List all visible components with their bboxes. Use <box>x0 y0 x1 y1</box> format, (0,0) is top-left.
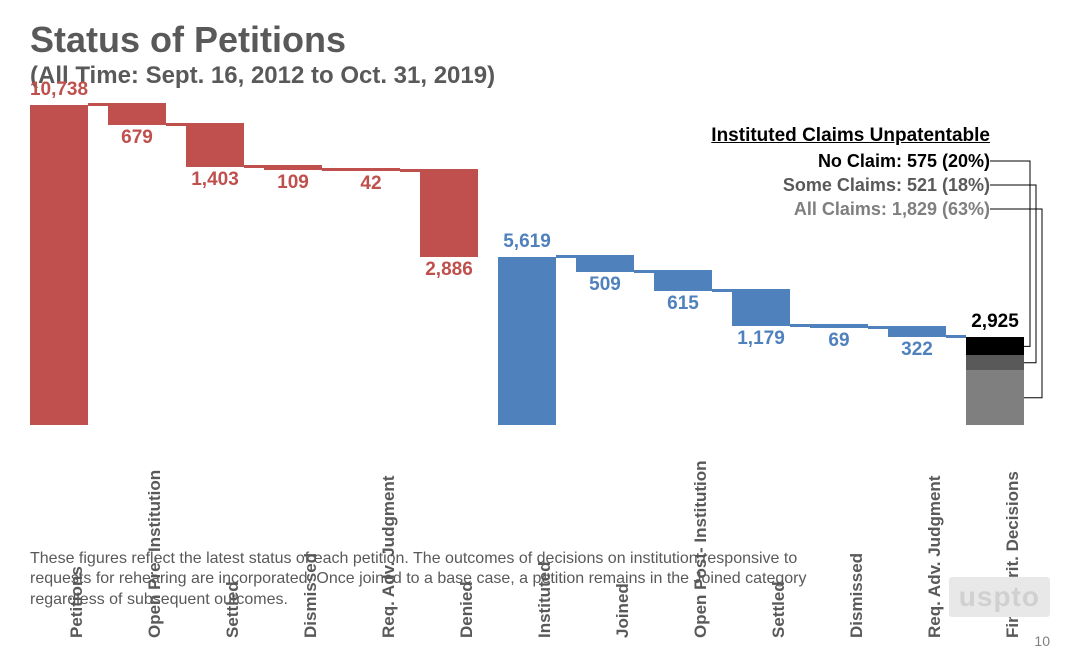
bar-value-label: 69 <box>805 330 873 352</box>
connector-line <box>712 289 790 292</box>
bar-value-label: 1,179 <box>727 328 795 350</box>
bar <box>654 272 712 290</box>
category-label: Dismissed <box>847 523 867 638</box>
category-label: Denied <box>457 523 477 638</box>
bar-group: 615Open Post- Institution <box>654 105 712 425</box>
bar-group: 69Dismissed <box>810 105 868 425</box>
connector-line <box>634 270 712 273</box>
category-label: Joined <box>613 523 633 638</box>
bar <box>732 291 790 326</box>
uspto-logo: uspto <box>949 577 1050 617</box>
bar-value-label: 10,738 <box>25 79 93 101</box>
bar <box>498 257 556 424</box>
page-subtitle: (All Time: Sept. 16, 2012 to Oct. 31, 20… <box>30 62 1050 90</box>
connector-line <box>88 103 166 106</box>
connector-line <box>244 165 322 168</box>
category-label: Instituted <box>535 523 555 638</box>
bar-group: 10,738Petitions <box>30 105 88 425</box>
category-label: Open Post- Institution <box>691 523 711 638</box>
bar <box>576 257 634 272</box>
bar-value-label: 1,403 <box>181 169 249 191</box>
category-label: Req. Adv. Judgment <box>379 523 399 638</box>
final-bar: 2,925Final Writ. Decisions <box>966 105 1024 425</box>
bar <box>108 105 166 125</box>
final-segment <box>966 355 1024 371</box>
category-label: Settled <box>769 523 789 638</box>
bar-value-label: 5,619 <box>493 231 561 253</box>
bar-group: 679Open Pre- Institution <box>108 105 166 425</box>
bar-value-label: 679 <box>103 127 171 149</box>
connector-line <box>946 335 966 338</box>
page-number: 10 <box>1034 633 1050 649</box>
bar-group: 42Req. Adv. Judgment <box>342 105 400 425</box>
category-label: Petitions <box>67 523 87 638</box>
bar-value-label: 2,886 <box>415 259 483 281</box>
bar-value-label: 615 <box>649 293 717 315</box>
category-label: Settled <box>223 523 243 638</box>
bar-value-label: 2,925 <box>961 311 1029 333</box>
bar <box>888 328 946 338</box>
bar-group: 5,619Instituted <box>498 105 556 425</box>
bar-group: 322Req. Adv. Judgment <box>888 105 946 425</box>
bar-value-label: 109 <box>259 172 327 194</box>
bar-value-label: 509 <box>571 274 639 296</box>
category-label: Dismissed <box>301 523 321 638</box>
connector-line <box>868 326 946 329</box>
connector-line <box>790 324 868 327</box>
bar-group: 1,403Settled <box>186 105 244 425</box>
connector-line <box>322 168 400 171</box>
bar-group: 1,179Settled <box>732 105 790 425</box>
bar-value-label: 322 <box>883 339 951 361</box>
bar <box>30 105 88 425</box>
category-label: Req. Adv. Judgment <box>925 523 945 638</box>
waterfall-chart: Instituted Claims Unpatentable No Claim:… <box>30 105 1050 545</box>
bar-group: 509Joined <box>576 105 634 425</box>
category-label: Open Pre- Institution <box>145 523 165 638</box>
page-title: Status of Petitions <box>30 20 1050 60</box>
bar <box>186 125 244 167</box>
bar-group: 2,886Denied <box>420 105 478 425</box>
final-segment <box>966 370 1024 425</box>
bar-group: 109Dismissed <box>264 105 322 425</box>
connector-line <box>400 169 478 172</box>
connector-line <box>556 255 634 258</box>
final-segment <box>966 337 1024 354</box>
connector-line <box>166 123 244 126</box>
bar <box>420 171 478 257</box>
bar-value-label: 42 <box>337 173 405 195</box>
